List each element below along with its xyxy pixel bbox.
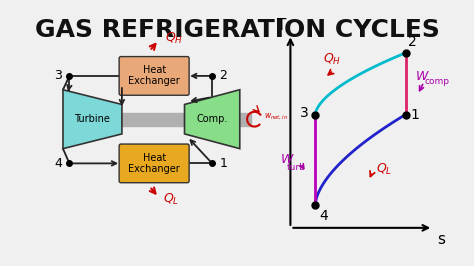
Text: $Q_H$: $Q_H$ — [323, 52, 341, 67]
Text: 2: 2 — [219, 69, 228, 82]
Text: turb: turb — [286, 163, 305, 172]
Text: $W$: $W$ — [415, 70, 429, 83]
Text: 4: 4 — [319, 209, 328, 222]
Text: 3: 3 — [300, 106, 309, 120]
Text: Exchanger: Exchanger — [128, 164, 180, 174]
Text: Comp.: Comp. — [196, 114, 228, 124]
Polygon shape — [63, 90, 122, 149]
Text: 3: 3 — [54, 69, 62, 82]
Text: s: s — [437, 232, 445, 247]
Text: $Q_H$: $Q_H$ — [165, 31, 183, 46]
Text: $Q_L$: $Q_L$ — [376, 162, 392, 177]
Text: Exchanger: Exchanger — [128, 76, 180, 86]
Text: 1: 1 — [410, 107, 419, 122]
Text: $W$: $W$ — [280, 153, 295, 166]
Text: 2: 2 — [408, 35, 417, 49]
Text: comp: comp — [425, 77, 450, 86]
Text: Heat: Heat — [143, 65, 166, 75]
FancyBboxPatch shape — [119, 144, 189, 183]
Text: 1: 1 — [219, 157, 228, 170]
Text: 4: 4 — [54, 157, 62, 170]
Text: $Q_L$: $Q_L$ — [164, 192, 180, 207]
Text: Heat: Heat — [143, 153, 166, 163]
Text: T: T — [277, 18, 287, 33]
Polygon shape — [184, 90, 240, 149]
FancyBboxPatch shape — [119, 57, 189, 95]
Text: Turbine: Turbine — [74, 114, 110, 124]
Text: $w_{net,in}$: $w_{net,in}$ — [264, 112, 288, 122]
Text: GAS REFRIGERATION CYCLES: GAS REFRIGERATION CYCLES — [35, 18, 439, 42]
